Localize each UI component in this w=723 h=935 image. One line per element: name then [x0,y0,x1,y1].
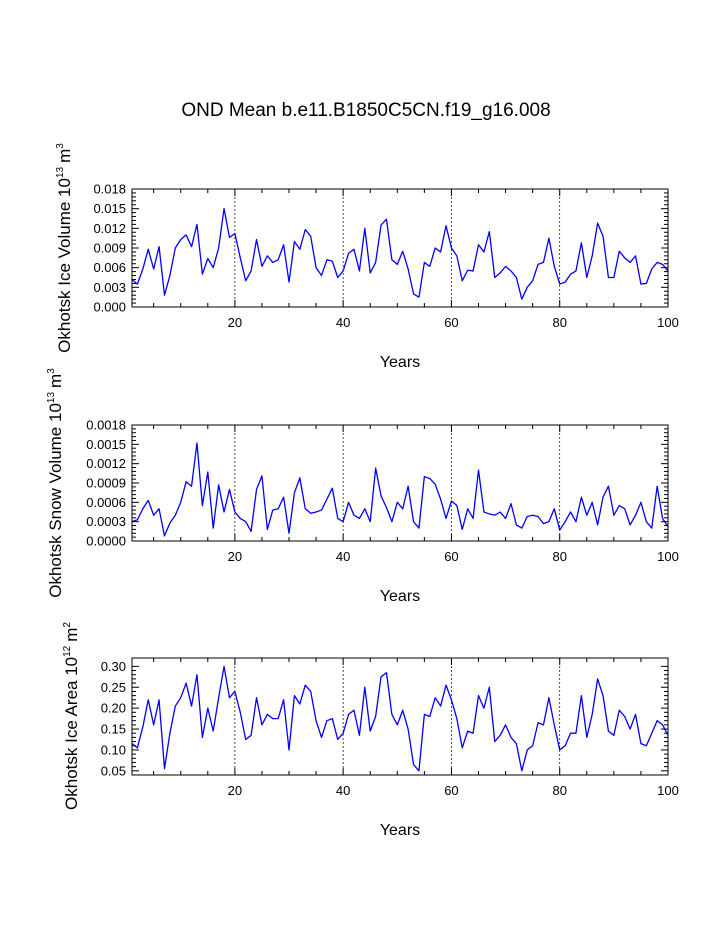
x-tick-label: 80 [552,315,566,330]
y-axis-label-exponent: 12 [62,645,73,657]
series-line [131,665,669,772]
y-tick-label: 0.015 [93,201,126,216]
x-axis-label: Years [380,588,420,605]
y-axis-label: Okhotsk Snow Volume 1013 m3 [46,368,65,598]
x-tick-label: 40 [336,549,350,564]
y-tick-label: 0.012 [93,221,126,236]
y-tick-label: 0.0018 [86,418,126,433]
panel-snow-volume: 20 40 60 80 100 0.0000 0.0003 0.0006 0.0009 0.001… [46,368,679,605]
x-tick-label: 20 [228,315,242,330]
x-tick-label: 100 [657,315,679,330]
y-tick-label: 0.0000 [86,534,126,549]
y-tick-label: 0.003 [93,280,126,295]
x-tick-label: 80 [552,783,566,798]
x-tick-label: 20 [228,549,242,564]
y-tick-label: 0.05 [101,763,126,778]
y-axis-label-exponent: 13 [55,166,66,178]
y-tick-label: 0.0009 [86,476,126,491]
x-axis-label: Years [380,354,420,371]
x-tick-label: 100 [657,783,679,798]
y-axis-label: Okhotsk Ice Area 1012 m2 [62,622,81,810]
panel-ice-area: 20 40 60 80 100 0.05 0.10 0.15 0.20 0.25 0.30 Years… [62,622,679,839]
x-tick-label: 40 [336,783,350,798]
y-axis-label-main: Okhotsk Ice Area 10 [62,657,81,810]
y-tick-label: 0.006 [93,260,126,275]
y-tick-label: 0.30 [101,659,126,674]
y-tick-label: 0.0006 [86,495,126,510]
x-tick-label: 60 [444,549,458,564]
y-tick-label: 0.20 [101,701,126,716]
x-tick-label: 60 [444,783,458,798]
x-tick-label: 100 [657,549,679,564]
y-axis-label-exponent: 13 [46,392,57,404]
y-tick-label: 0.0003 [86,514,126,529]
y-tick-label: 0.0012 [86,456,126,471]
panel-ice-volume: 20 40 60 80 100 0.000 0.003 0.006 0.009 0.012 0.01… [55,143,679,371]
y-axis-label-unit-exponent: 3 [46,368,57,374]
y-tick-label: 0.25 [101,680,126,695]
series-line [131,442,669,537]
x-tick-label: 80 [552,549,566,564]
y-axis-label-main: Okhotsk Ice Volume 10 [55,178,74,353]
y-tick-label: 0.10 [101,742,126,757]
x-tick-label: 20 [228,783,242,798]
y-tick-label: 0.15 [101,722,126,737]
y-axis-label-unit: m [55,149,74,163]
y-axis-label-unit: m [62,628,81,642]
x-axis-label: Years [380,822,420,839]
x-tick-label: 60 [444,315,458,330]
plot-frame [131,188,669,308]
x-tick-label: 40 [336,315,350,330]
y-tick-label: 0.009 [93,241,126,256]
y-axis-label-unit-exponent: 2 [62,622,73,628]
y-tick-label: 0.000 [93,300,126,315]
series-line [131,208,669,300]
y-axis-label-main: Okhotsk Snow Volume 10 [46,403,65,598]
y-axis-label-unit: m [46,374,65,388]
y-tick-label: 0.0015 [86,437,126,452]
y-axis-label: Okhotsk Ice Volume 1013 m3 [55,143,74,353]
y-axis-label-unit-exponent: 3 [55,143,66,149]
chart-title: OND Mean b.e11.B1850C5CN.f19_g16.008 [181,100,550,121]
y-tick-label: 0.018 [93,182,126,197]
panels: 20 40 60 80 100 0.000 0.003 0.006 0.009 0.012 0.01… [46,143,679,839]
